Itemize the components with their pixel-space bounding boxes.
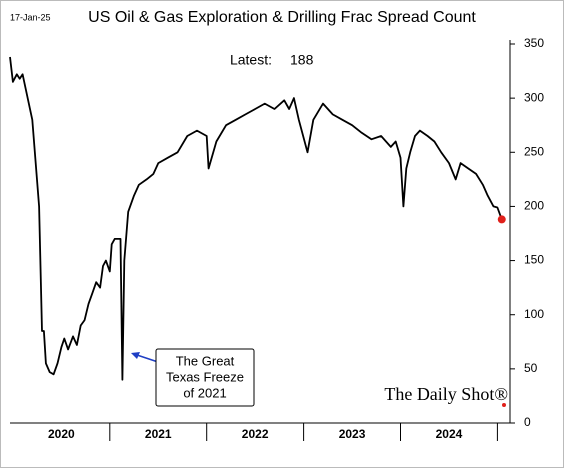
latest-value: 188	[290, 52, 314, 68]
y-tick-label: 150	[524, 253, 544, 267]
y-tick-label: 0	[524, 415, 531, 429]
arrow-head	[131, 352, 140, 359]
date-stamp: 17-Jan-25	[10, 12, 51, 22]
series-line	[9, 56, 503, 381]
y-tick-label: 200	[524, 199, 544, 213]
latest-label: Latest:	[230, 52, 272, 68]
annotation-box	[155, 348, 255, 407]
x-tick-label: 2024	[436, 427, 463, 441]
y-tick-label: 350	[524, 36, 544, 50]
x-tick-label: 2021	[145, 427, 172, 441]
x-tick-label: 2023	[339, 427, 366, 441]
x-tick-label: 2020	[48, 427, 75, 441]
y-tick-label: 50	[524, 361, 538, 375]
y-tick-label: 100	[524, 307, 544, 321]
y-tick-label: 300	[524, 90, 544, 104]
annotation-line: Texas Freeze	[166, 369, 244, 384]
watermark-dot	[502, 403, 506, 407]
annotation-line: The Great	[176, 353, 235, 368]
y-tick-label: 250	[524, 144, 544, 158]
last-point	[497, 215, 506, 224]
chart-title: US Oil & Gas Exploration & Drilling Frac…	[88, 9, 476, 26]
annotation-line: of 2021	[183, 385, 226, 400]
x-tick-label: 2022	[242, 427, 269, 441]
watermark: The Daily Shot®	[384, 384, 508, 404]
